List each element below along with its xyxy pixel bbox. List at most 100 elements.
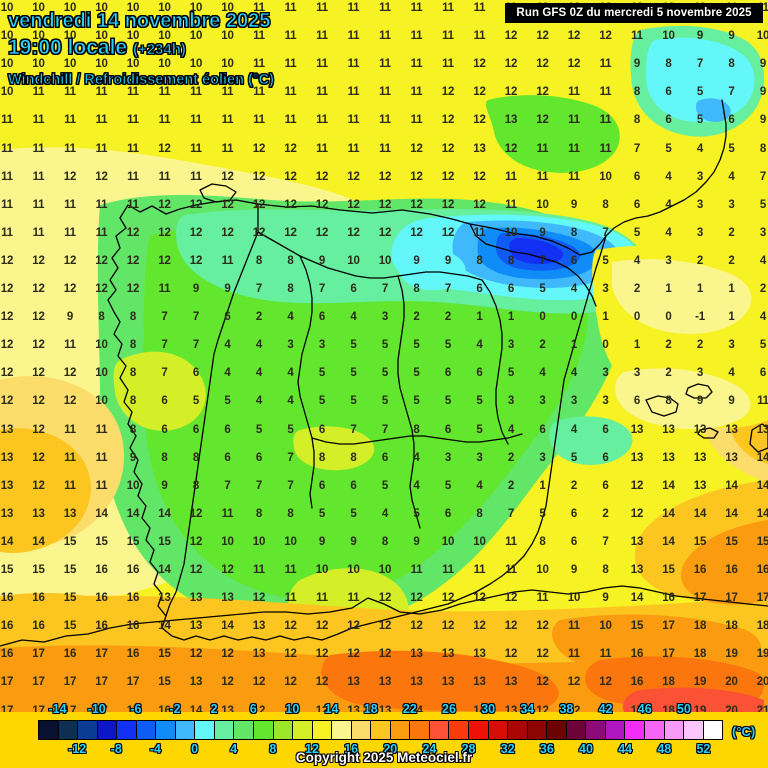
grid-value: 12 [536, 676, 549, 689]
grid-value: 6 [570, 535, 578, 548]
grid-value: 2 [570, 479, 578, 492]
grid-value: 7 [161, 339, 168, 352]
grid-value: 12 [378, 592, 392, 605]
grid-value: 12 [347, 170, 360, 183]
legend-tick: 34 [520, 702, 535, 716]
grid-value: 18 [756, 620, 768, 633]
copyright-label: Copyright 2025 Meteociel.fr [295, 750, 473, 765]
grid-value: 16 [32, 620, 45, 633]
grid-value: 4 [224, 339, 231, 352]
grid-value: 5 [696, 86, 704, 99]
grid-value: 8 [539, 535, 546, 548]
grid-value: 13 [189, 676, 203, 689]
grid-value: 8 [255, 507, 263, 520]
color-swatch [371, 721, 391, 739]
grid-value: 13 [473, 648, 486, 661]
grid-value: 19 [693, 676, 707, 689]
legend-tick: 18 [363, 702, 378, 716]
grid-value: 12 [32, 423, 45, 436]
grid-value: 4 [224, 367, 231, 380]
grid-value: 12 [252, 142, 266, 155]
grid-value: 11 [64, 226, 76, 239]
grid-value: 11 [379, 2, 391, 14]
legend-tick: 36 [539, 742, 554, 756]
grid-value: 3 [539, 395, 546, 408]
grid-value: 11 [568, 620, 580, 633]
grid-value: 13 [504, 704, 518, 713]
grid-value: 8 [287, 283, 294, 295]
grid-value: 4 [570, 367, 578, 380]
grid-value: 13 [662, 423, 675, 436]
grid-value: 7 [759, 170, 767, 183]
grid-value: 9 [224, 283, 231, 295]
grid-value: 11 [442, 564, 454, 576]
grid-value: 13 [630, 423, 644, 436]
grid-value: 7 [539, 254, 546, 267]
grid-value: 8 [413, 283, 420, 295]
grid-value: 6 [633, 395, 641, 408]
grid-value: 12 [0, 367, 14, 380]
grid-value: 11 [158, 283, 171, 295]
grid-value: 11 [379, 30, 391, 43]
grid-value: 8 [98, 311, 105, 324]
grid-value: 11 [379, 58, 391, 71]
grid-value: 13 [599, 704, 612, 713]
grid-value: 12 [221, 648, 234, 661]
grid-value: 12 [567, 704, 581, 713]
grid-value: 11 [221, 507, 234, 520]
grid-value: 6 [759, 367, 767, 380]
grid-value: 11 [410, 2, 423, 14]
grid-value: 3 [318, 339, 326, 352]
grid-value: 4 [507, 423, 515, 436]
grid-value: 5 [350, 395, 357, 408]
grid-value: 11 [1, 170, 13, 183]
grid-value: 12 [32, 479, 45, 492]
legend-tick: 26 [442, 702, 456, 716]
grid-value: 2 [728, 254, 735, 267]
legend-tick: -10 [87, 702, 106, 716]
grid-value: 11 [599, 142, 612, 155]
grid-value: 2 [444, 311, 452, 324]
grid-value: 11 [316, 58, 328, 71]
grid-value: 7 [381, 283, 389, 295]
grid-value: 10 [536, 564, 549, 576]
grid-value: 12 [567, 676, 581, 689]
grid-value: 14 [158, 620, 171, 633]
legend-tick: 30 [481, 702, 496, 716]
grid-value: 11 [64, 86, 76, 99]
grid-value: 9 [696, 30, 704, 43]
grid-value: 12 [189, 254, 203, 267]
grid-value: 15 [95, 535, 108, 548]
grid-value: 13 [693, 451, 707, 464]
legend-tick: 2 [210, 702, 218, 716]
grid-value: 17 [32, 676, 45, 689]
grid-value: 17 [725, 592, 738, 605]
grid-value: 10 [441, 535, 455, 548]
grid-value: 13 [189, 592, 203, 605]
grid-value: 11 [505, 564, 517, 576]
grid-value: 6 [255, 451, 263, 464]
grid-value: 8 [350, 451, 357, 464]
grid-value: 3 [602, 395, 609, 408]
grid-value: 6 [476, 283, 483, 295]
grid-value: 15 [32, 564, 45, 576]
grid-value: 11 [347, 30, 360, 43]
grid-value: 11 [32, 86, 45, 99]
grid-value: 10 [95, 395, 108, 408]
grid-value: 6 [570, 507, 578, 520]
grid-value: 11 [64, 142, 76, 155]
grid-value: 8 [381, 535, 389, 548]
weather-map[interactable]: 1010101010101010111111111111111111121212… [0, 0, 768, 712]
grid-value: 7 [224, 479, 231, 492]
color-swatch [97, 721, 118, 739]
grid-value: 12 [95, 283, 108, 295]
grid-value: 2 [539, 339, 546, 352]
grid-value: 9 [759, 58, 767, 71]
grid-value: 12 [410, 620, 423, 633]
grid-value: 12 [347, 620, 360, 633]
grid-value: 5 [728, 142, 735, 155]
grid-value: 12 [63, 367, 77, 380]
grid-value: 6 [633, 198, 641, 211]
grid-value: 1 [728, 311, 735, 324]
grid-value: 11 [1, 114, 13, 127]
